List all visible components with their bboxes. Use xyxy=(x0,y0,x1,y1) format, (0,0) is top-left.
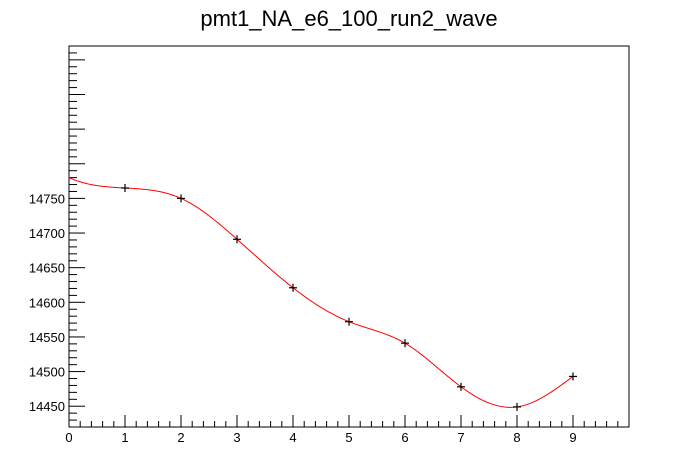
x-tick-label: 4 xyxy=(289,430,296,445)
data-point xyxy=(401,339,409,348)
series-line xyxy=(68,177,574,408)
data-point xyxy=(177,194,185,203)
x-tick-label: 6 xyxy=(401,430,408,445)
x-tick-label: 8 xyxy=(513,430,520,445)
x-tick-label: 7 xyxy=(457,430,464,445)
y-tick-label: 14700 xyxy=(29,226,65,241)
x-tick-label: 9 xyxy=(569,430,576,445)
x-tick-label: 3 xyxy=(233,430,240,445)
data-point xyxy=(513,402,521,411)
curve-layer xyxy=(68,177,574,408)
data-point xyxy=(289,283,297,292)
x-tick-label: 5 xyxy=(345,430,352,445)
x-tick-label: 2 xyxy=(177,430,184,445)
y-tick-label: 14450 xyxy=(29,399,65,414)
data-point xyxy=(233,235,241,244)
x-tick-label: 0 xyxy=(65,430,72,445)
data-point xyxy=(345,317,353,326)
y-tick-label: 14750 xyxy=(29,191,65,206)
y-tick-label: 14650 xyxy=(29,261,65,276)
chart-title: pmt1_NA_e6_100_run2_wave xyxy=(200,6,497,31)
data-point xyxy=(457,382,465,391)
markers-layer xyxy=(121,184,577,411)
x-tick-label: 1 xyxy=(121,430,128,445)
y-tick-label: 14500 xyxy=(29,365,65,380)
y-tick-label: 14600 xyxy=(29,295,65,310)
axes: 0 1 2 3 4 5 6 7 8 9 14450 14500 14550 14600 14650 14700… xyxy=(29,45,630,445)
data-point xyxy=(569,372,577,381)
data-point xyxy=(121,184,129,193)
plot-frame xyxy=(68,45,630,428)
y-tick-label: 14550 xyxy=(29,330,65,345)
